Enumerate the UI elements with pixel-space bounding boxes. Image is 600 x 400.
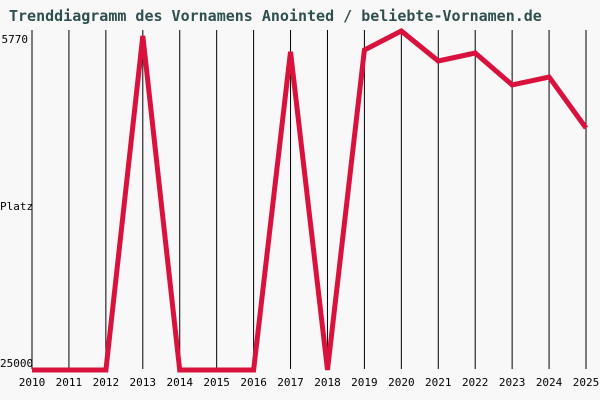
x-axis-year-label: 2023 bbox=[498, 376, 526, 389]
x-axis-year-label: 2020 bbox=[388, 376, 415, 389]
y-axis-tick-bottom: 25000 bbox=[0, 357, 34, 370]
x-axis-year-label: 2017 bbox=[277, 376, 304, 389]
x-axis-year-label: 2013 bbox=[129, 376, 157, 389]
x-axis-year-label: 2011 bbox=[55, 376, 83, 389]
x-axis-year-label: 2010 bbox=[18, 376, 46, 389]
x-axis-year-label: 2014 bbox=[166, 376, 193, 389]
y-axis-title: Platz bbox=[0, 200, 34, 213]
x-axis-year-label: 2015 bbox=[203, 376, 230, 389]
x-axis-year-label: 2022 bbox=[461, 376, 489, 389]
x-axis-year-label: 2025 bbox=[572, 376, 600, 389]
chart-title: Trenddiagramm des Vornamens Anointed / b… bbox=[9, 7, 542, 25]
x-axis-year-label: 2012 bbox=[92, 376, 120, 389]
x-axis-year-label: 2018 bbox=[314, 376, 341, 389]
x-axis-year-label: 2021 bbox=[425, 376, 452, 389]
x-axis-year-label: 2019 bbox=[351, 376, 378, 389]
y-axis-tick-top: 5770 bbox=[1, 33, 29, 46]
x-axis-year-label: 2024 bbox=[535, 376, 563, 389]
x-axis-year-label: 2016 bbox=[240, 376, 267, 389]
trend-line bbox=[32, 28, 589, 373]
